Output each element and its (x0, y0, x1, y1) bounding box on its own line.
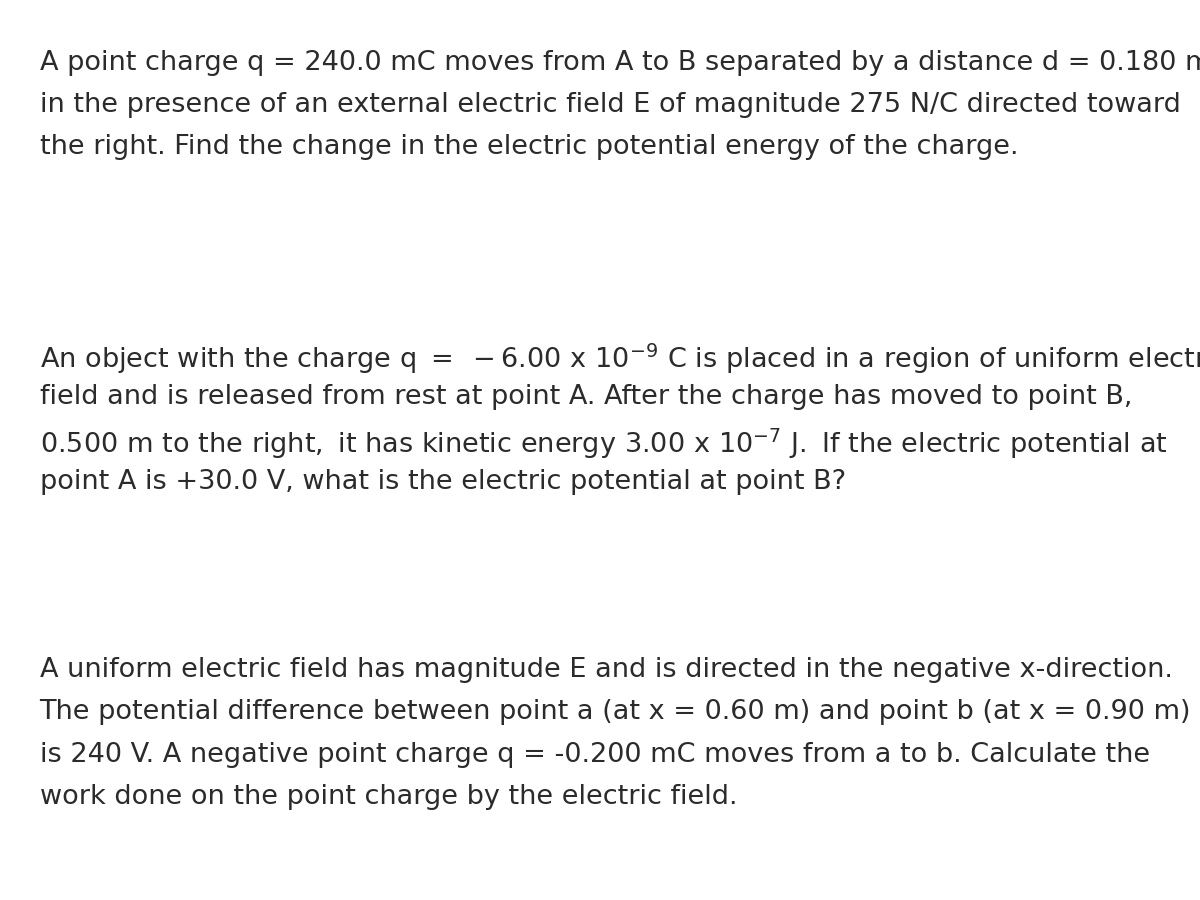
Text: work done on the point charge by the electric field.: work done on the point charge by the ele… (40, 784, 737, 810)
Text: $\mathregular{An\ object\ with\ the\ charge\ q\ =\ -6.00\ x\ 10}^{−9}\mathregula: $\mathregular{An\ object\ with\ the\ cha… (40, 342, 1200, 376)
Text: field and is released from rest at point A. After the charge has moved to point : field and is released from rest at point… (40, 384, 1132, 410)
Text: A point charge q = 240.0 mC moves from A to B separated by a distance d = 0.180 : A point charge q = 240.0 mC moves from A… (40, 50, 1200, 76)
Text: The potential difference between point a (at x = 0.60 m) and point b (at x = 0.9: The potential difference between point a… (40, 699, 1192, 725)
Text: point A is +30.0 V, what is the electric potential at point B?: point A is +30.0 V, what is the electric… (40, 469, 846, 495)
Text: in the presence of an external electric field E of magnitude 275 N/C directed to: in the presence of an external electric … (40, 92, 1181, 118)
Text: is 240 V. A negative point charge q = -0.200 mC moves from a to b. Calculate the: is 240 V. A negative point charge q = -0… (40, 742, 1150, 768)
Text: $\mathregular{0.500\ m\ to\ the\ right,\ it\ has\ kinetic\ energy\ 3.00\ x\ 10}^: $\mathregular{0.500\ m\ to\ the\ right,\… (40, 427, 1168, 461)
Text: the right. Find the change in the electric potential energy of the charge.: the right. Find the change in the electr… (40, 134, 1018, 160)
Text: A uniform electric field has magnitude E and is directed in the negative x-direc: A uniform electric field has magnitude E… (40, 657, 1172, 683)
